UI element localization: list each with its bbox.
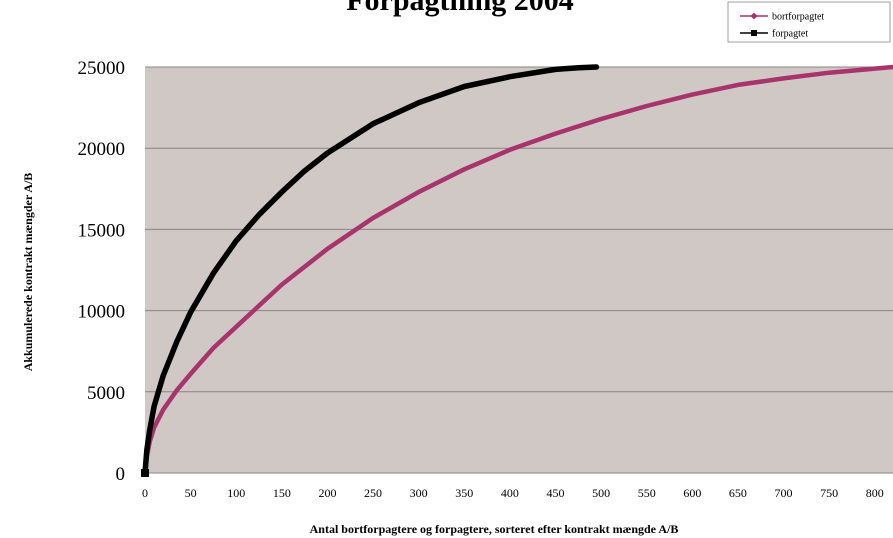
legend-label-forpagtet: forpagtet <box>772 29 808 40</box>
x-tick-label-15: 750 <box>820 486 838 500</box>
y-tick-label-1: 5000 <box>87 383 125 404</box>
legend-marker-bortforpagtet <box>750 12 758 20</box>
x-tick-label-1: 50 <box>185 486 197 500</box>
legend-marker-forpagtet <box>751 30 757 36</box>
x-axis-ticks: 0 50 100 150 200 250 300 350 400 450 500 550 600 650 7… <box>142 486 884 500</box>
x-tick-label-2: 100 <box>227 486 245 500</box>
legend-label-bortforpagtet: bortforpagtet <box>772 12 824 23</box>
x-tick-label-13: 650 <box>729 486 747 500</box>
series-point-forpagtet <box>141 469 149 477</box>
x-tick-label-7: 350 <box>455 486 473 500</box>
y-tick-label-0: 0 <box>116 464 126 485</box>
x-tick-label-9: 450 <box>546 486 564 500</box>
y-tick-label-4: 20000 <box>78 139 126 160</box>
plot-area <box>145 67 893 473</box>
x-tick-label-0: 0 <box>142 486 148 500</box>
y-tick-label-5: 25000 <box>78 58 126 79</box>
legend: bortforpagtet forpagtet <box>727 1 891 43</box>
x-tick-label-16: 800 <box>866 486 884 500</box>
series-layer <box>141 64 893 477</box>
series-line-bortforpagtet <box>142 64 893 476</box>
gridlines <box>145 66 893 474</box>
x-tick-label-5: 250 <box>364 486 382 500</box>
x-tick-label-4: 200 <box>318 486 336 500</box>
x-tick-label-12: 600 <box>683 486 701 500</box>
y-tick-label-3: 15000 <box>78 220 126 241</box>
x-axis-label: Antal bortforpagtere og forpagtere, sort… <box>310 522 679 536</box>
x-tick-label-11: 550 <box>638 486 656 500</box>
x-tick-label-14: 700 <box>775 486 793 500</box>
x-tick-label-6: 300 <box>410 486 428 500</box>
x-tick-label-8: 400 <box>501 486 519 500</box>
y-tick-label-2: 10000 <box>78 302 126 323</box>
chart-title: Forpagtning 2004 <box>346 0 574 17</box>
x-tick-label-10: 500 <box>592 486 610 500</box>
y-axis-ticks: 0 5000 10000 15000 20000 25000 <box>78 58 126 485</box>
x-tick-label-3: 150 <box>273 486 291 500</box>
y-axis-label: Akkumulerede kontrakt mængder A/B <box>21 173 35 372</box>
series-line-forpagtet <box>142 64 600 476</box>
